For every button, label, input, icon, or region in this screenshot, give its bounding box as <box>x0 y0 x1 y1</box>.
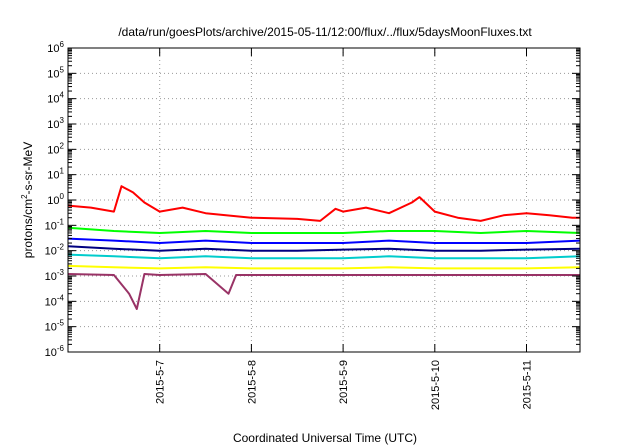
y-tick-label: 10-4 <box>45 293 65 308</box>
chart-title: /data/run/goesPlots/archive/2015-05-11/1… <box>118 25 532 39</box>
y-tick-label: 100 <box>47 192 64 207</box>
x-tick-label: 2015-5-10 <box>430 360 442 410</box>
y-tick-label: 104 <box>47 91 64 106</box>
y-tick-label: 10-1 <box>45 217 65 232</box>
y-tick-labels: 10-6 10-5 10-4 10-3 10-2 10-1 100 101 102 103 104 1… <box>45 40 65 359</box>
series-layer <box>67 185 581 310</box>
x-tick-label: 2015-5-9 <box>338 360 350 404</box>
series-line-6 <box>67 273 580 310</box>
y-tick-label: 10-5 <box>45 319 65 334</box>
y-tick-label: 10-6 <box>45 344 65 359</box>
y-tick-label: 105 <box>47 65 64 80</box>
series-line-1 <box>67 226 581 234</box>
y-tick-label: 10-3 <box>45 268 65 283</box>
x-axis-label: Coordinated Universal Time (UTC) <box>233 431 417 445</box>
x-tick-label: 2015-5-7 <box>155 360 167 404</box>
axis-ticks <box>68 47 580 353</box>
y-tick-label: 10-2 <box>45 243 65 258</box>
x-tick-label: 2015-5-8 <box>246 360 258 404</box>
series-line-5 <box>67 264 581 270</box>
series-line-2 <box>67 237 581 244</box>
grid-lines <box>68 48 580 352</box>
y-tick-label: 103 <box>47 116 64 131</box>
y-tick-label: 106 <box>47 40 64 55</box>
series-line-4 <box>67 253 581 260</box>
series-line-3 <box>67 245 581 252</box>
x-tick-labels: 2015-5-7 2015-5-8 2015-5-9 2015-5-10 2015-5-… <box>155 360 534 410</box>
y-axis-label: protons/cm2-s-sr-MeV <box>20 142 35 258</box>
y-tick-label: 102 <box>47 141 64 156</box>
y-tick-label: 101 <box>47 167 64 182</box>
series-line-0 <box>67 185 580 222</box>
x-tick-label: 2015-5-11 <box>522 360 534 409</box>
